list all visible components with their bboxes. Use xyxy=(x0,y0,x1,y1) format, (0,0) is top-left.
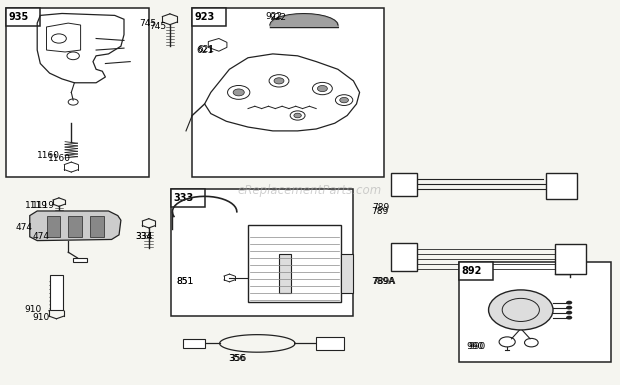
Text: 851: 851 xyxy=(177,277,194,286)
Circle shape xyxy=(566,301,572,305)
Circle shape xyxy=(566,316,572,320)
Bar xyxy=(192,8,226,26)
Text: 922: 922 xyxy=(270,13,286,22)
Text: 922: 922 xyxy=(265,12,282,21)
Bar xyxy=(459,262,493,280)
Bar xyxy=(170,189,353,316)
Circle shape xyxy=(340,97,348,103)
Text: 334: 334 xyxy=(135,232,153,241)
Text: 910: 910 xyxy=(25,305,42,315)
Circle shape xyxy=(294,113,301,118)
Circle shape xyxy=(233,89,244,96)
Circle shape xyxy=(489,290,553,330)
Bar xyxy=(6,8,40,26)
Text: 789A: 789A xyxy=(372,277,396,286)
Bar xyxy=(459,262,611,362)
Bar xyxy=(546,173,577,199)
Text: 892: 892 xyxy=(461,266,482,276)
Bar xyxy=(6,8,149,177)
Bar xyxy=(73,258,87,262)
Text: 923: 923 xyxy=(195,12,215,22)
Text: 990: 990 xyxy=(468,342,485,351)
Text: 1119: 1119 xyxy=(25,201,48,211)
Bar xyxy=(555,244,586,274)
Circle shape xyxy=(317,85,327,92)
Text: 621: 621 xyxy=(196,45,213,55)
Text: 1160: 1160 xyxy=(48,154,71,163)
Text: eReplacementParts.com: eReplacementParts.com xyxy=(238,184,382,197)
Text: 474: 474 xyxy=(16,223,32,232)
Bar xyxy=(316,337,344,350)
Circle shape xyxy=(566,306,572,310)
Bar xyxy=(183,339,205,348)
Text: 745: 745 xyxy=(149,22,166,32)
Bar xyxy=(391,173,417,196)
Bar xyxy=(50,275,63,310)
Text: 474: 474 xyxy=(32,232,49,241)
Text: 789: 789 xyxy=(371,207,388,216)
Bar xyxy=(248,225,341,302)
Text: 789A: 789A xyxy=(371,276,394,286)
Bar xyxy=(46,216,60,237)
Text: 333: 333 xyxy=(173,193,193,203)
Polygon shape xyxy=(30,211,121,241)
Text: 621: 621 xyxy=(197,45,215,54)
Bar xyxy=(170,189,205,207)
Bar xyxy=(192,8,384,177)
Text: 745: 745 xyxy=(139,18,156,28)
Bar xyxy=(90,216,104,237)
Text: 935: 935 xyxy=(9,12,29,22)
Bar xyxy=(68,216,82,237)
Text: 356: 356 xyxy=(229,354,247,363)
Bar xyxy=(279,254,291,293)
Text: 1119: 1119 xyxy=(32,201,55,211)
Text: 334: 334 xyxy=(135,232,153,241)
Bar xyxy=(341,254,353,293)
Circle shape xyxy=(274,78,284,84)
Text: 910: 910 xyxy=(32,313,50,322)
Text: 851: 851 xyxy=(177,277,194,286)
Bar xyxy=(391,243,417,271)
Text: 1160: 1160 xyxy=(37,151,60,161)
Circle shape xyxy=(566,311,572,315)
Text: 356: 356 xyxy=(228,354,246,363)
Text: 789: 789 xyxy=(372,203,389,213)
Text: 990: 990 xyxy=(466,342,484,351)
